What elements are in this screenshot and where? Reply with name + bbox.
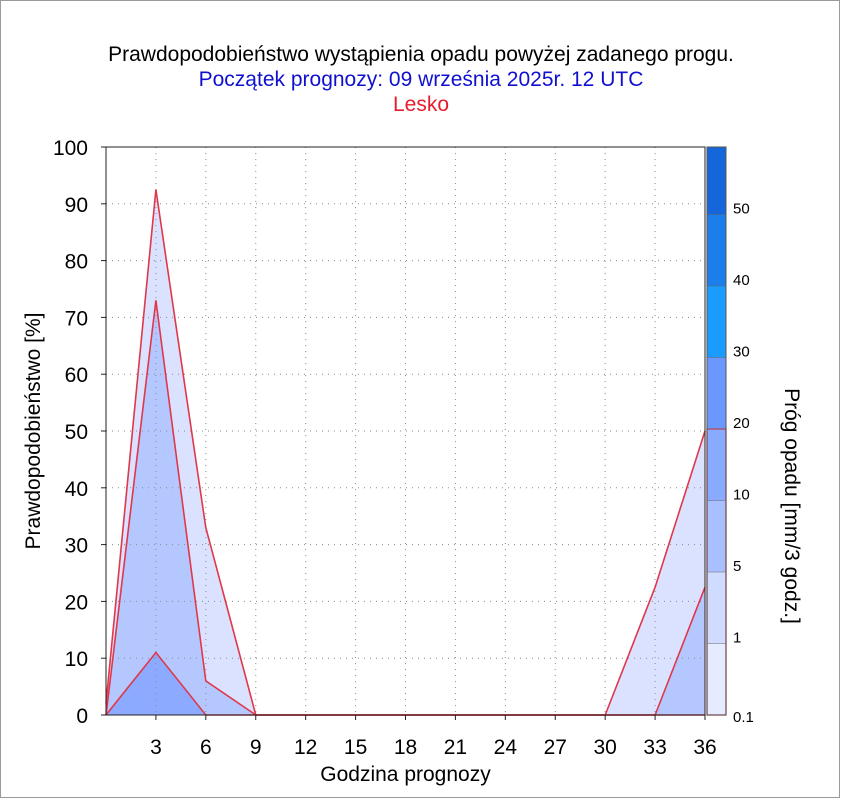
colorbar-segment [707,643,726,715]
x-tick-label: 18 [394,736,417,759]
x-axis-label: Godzina prognozy [320,763,491,786]
area-fills [106,189,705,716]
colorbar-tick-label: 40 [733,272,750,289]
colorbar: 0.1 1 5 10 20 30 40 50 [706,146,754,726]
y-tick-label: 70 [65,307,88,330]
x-tick-label: 9 [250,736,262,759]
colorbar-segment [707,214,726,286]
colorbar-tick-label: 30 [733,344,750,361]
colorbar-tick-label: 1 [733,630,741,647]
y-tick-label: 60 [65,364,88,387]
x-tick-label: 3 [150,736,162,759]
colorbar-tick-label: 0.1 [733,709,754,726]
y-tick-label: 100 [53,137,88,160]
colorbar-segment [707,286,726,358]
chart-title: Prawdopodobieństwo wystąpienia opadu pow… [108,43,734,66]
x-tick-label: 6 [200,736,212,759]
y-tick-label: 50 [65,421,88,444]
y-axis-ticks: 0 10 20 30 40 50 60 70 80 90 100 [53,137,106,728]
colorbar-tick-label: 50 [733,201,750,218]
colorbar-tick-label: 10 [733,487,750,504]
y-tick-label: 80 [65,251,88,274]
x-tick-label: 21 [444,736,467,759]
x-axis-ticks: 3 6 9 12 15 18 21 24 27 30 33 36 [150,715,717,759]
x-tick-label: 27 [544,736,567,759]
y-tick-label: 10 [65,648,88,671]
x-tick-label: 12 [294,736,317,759]
y-tick-label: 90 [65,194,88,217]
x-tick-label: 15 [344,736,367,759]
area-fill-threshold-5 [106,652,705,715]
x-tick-label: 24 [494,736,518,759]
y-tick-label: 30 [65,535,88,558]
colorbar-segment [707,572,726,644]
colorbar-axis-label: Próg opadu [mm/3 godz.] [780,388,803,624]
x-tick-label: 36 [693,736,716,759]
colorbar-segment [707,147,726,215]
colorbar-border [706,146,727,716]
colorbar-segment [707,357,726,429]
y-tick-label: 0 [76,705,88,728]
colorbar-segment [707,500,726,572]
x-tick-label: 30 [593,736,616,759]
x-tick-label: 33 [643,736,666,759]
colorbar-tick-label: 20 [733,415,750,432]
chart-subtitle: Początek prognozy: 09 września 2025r. 12… [198,68,644,91]
colorbar-segment [707,429,726,501]
y-axis-label: Prawdopodobieństwo [%] [22,313,45,550]
colorbar-tick-label: 5 [733,558,741,575]
y-tick-label: 40 [65,478,88,501]
y-tick-label: 20 [65,591,88,614]
chart-location: Lesko [392,93,450,116]
